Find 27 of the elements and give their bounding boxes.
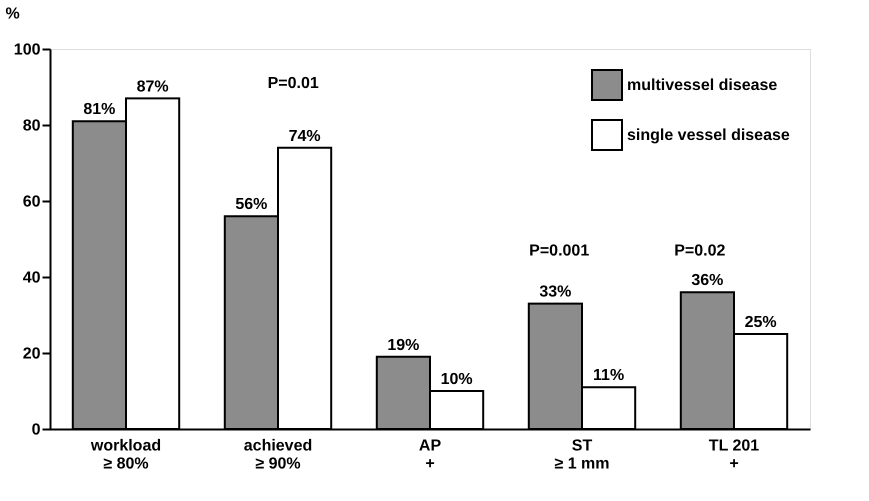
legend-label: single vessel disease: [627, 127, 790, 144]
annotation: P=0.001: [529, 242, 590, 260]
data-label: 81%: [83, 101, 116, 118]
data-label: 11%: [593, 367, 624, 384]
data-label: 56%: [235, 196, 268, 214]
y-axis-title: %: [6, 6, 20, 22]
data-label: 33%: [539, 284, 572, 301]
annotation: P=0.01: [268, 75, 319, 92]
x-tick-label: ST ≥ 1 mm: [554, 438, 610, 472]
y-tick-label: 20: [22, 346, 41, 362]
y-tick-label: 100: [14, 42, 41, 58]
data-label: 36%: [691, 272, 724, 290]
y-tick-label: 40: [22, 270, 41, 286]
data-label: 10%: [440, 371, 473, 388]
annotation: P=0.02: [674, 242, 726, 260]
x-tick-label: achieved ≥ 90%: [244, 438, 312, 472]
data-label: 19%: [387, 336, 420, 354]
data-label: 25%: [744, 314, 777, 331]
x-tick-label: workload ≥ 80%: [90, 438, 162, 472]
x-tick-label: TL 201 +: [708, 438, 760, 472]
y-tick-label: 80: [22, 118, 41, 134]
legend-label: multivessel disease: [627, 77, 778, 94]
y-tick-label: 0: [32, 422, 41, 438]
data-label: 74%: [288, 128, 321, 145]
data-label: 87%: [136, 78, 169, 96]
y-tick-label: 60: [22, 194, 41, 210]
x-tick-label: AP +: [418, 438, 442, 472]
